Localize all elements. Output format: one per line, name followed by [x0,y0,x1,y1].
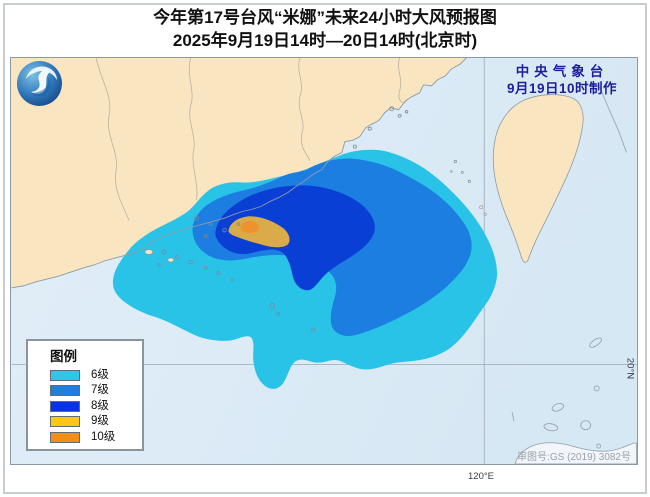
province-border-line [95,58,130,221]
legend-title: 图例 [50,349,77,364]
taiwan-island [492,94,584,263]
logo-dragon-swirl [31,68,50,94]
legend-item: 7级 [50,384,142,396]
logo-cloud-swirl [26,66,57,80]
mainland-china-land [11,58,467,288]
legend-color-swatch [50,400,80,412]
longitude-label-row: 120°E [1,466,629,484]
legend-box: 图例 6级 7级 8级 9级 10级 [26,339,144,451]
wind-area-8 [215,185,375,291]
batanes-islets [511,337,603,449]
legend-item: 9级 [50,415,142,427]
map-license-number: 审图号:GS (2019) 3082号 [517,452,631,463]
legend-item-label: 10级 [91,430,116,443]
legend-rows: 6级 7级 8级 9级 10级 [28,368,142,443]
legend-item: 6级 [50,368,142,381]
logo-wave [30,76,51,97]
province-border-line [298,58,311,161]
wind-forecast-map: 中央气象台 9月19日10时制作 120°E 20°N 审图号:GS (2019… [10,57,638,482]
longitude-label: 120°E [468,471,494,482]
title-block: 今年第17号台风“米娜”未来24小时大风预报图 2025年9月19日14时—20… [0,6,650,52]
legend-item-label: 8级 [91,399,109,412]
province-border-line [188,58,198,201]
latitude-label: 20°N [624,357,636,380]
page-title: 今年第17号台风“米娜”未来24小时大风预报图 [153,8,497,27]
wind-area-10 [240,221,259,233]
luzon-land [514,442,637,464]
legend-item-label: 6级 [91,368,109,381]
boundary-line [599,86,627,153]
page-subtitle: 2025年9月19日14时—20日14时(北京时) [172,31,478,50]
penghu-islet [479,205,484,210]
ryukyu-islets [450,159,471,183]
agency-issue-time: 9月19日10时制作 [506,81,617,96]
province-border-line [398,58,408,103]
coastal-island [167,257,175,263]
cma-logo-icon [16,60,63,107]
legend-item: 8级 [50,399,142,412]
agency-name: 中央气象台 [515,64,609,79]
legend-color-swatch [50,385,80,396]
legend-color-swatch [50,431,80,443]
legend-item-label: 7级 [91,384,109,396]
penghu-islet [483,212,487,216]
legend-color-swatch [50,416,80,427]
legend-color-swatch [50,369,80,381]
agency-credit: 中央气象台 9月19日10时制作 [507,63,617,97]
coastal-islets [157,106,409,332]
mainland-coastline [11,58,467,289]
legend-item: 10级 [50,430,142,443]
coastal-island [144,249,154,255]
legend-item-label: 9级 [91,415,109,427]
